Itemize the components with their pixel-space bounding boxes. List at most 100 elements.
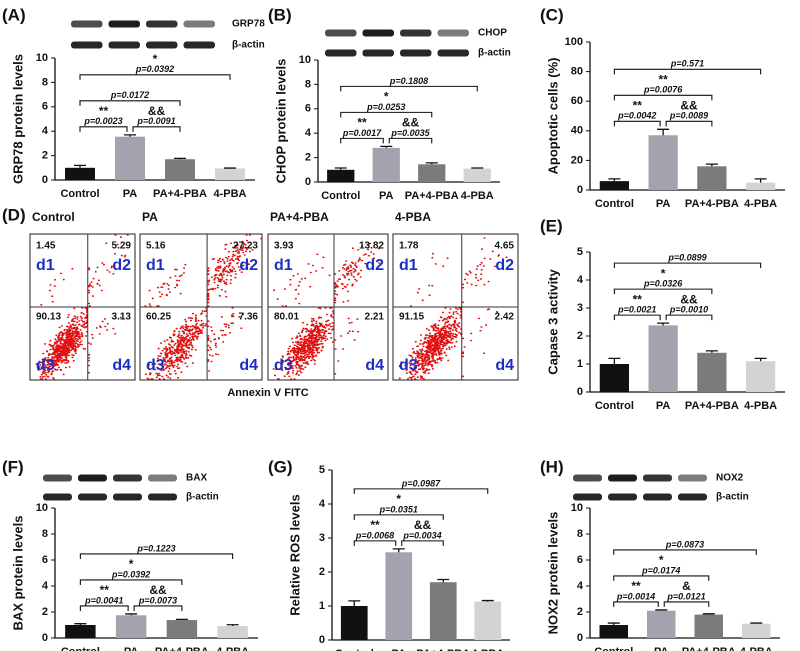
y-tick-label: 3 (319, 532, 325, 544)
blot-band (678, 474, 707, 482)
y-tick-label: 10 (571, 502, 583, 514)
y-tick-label: 4 (577, 580, 584, 592)
event-dots (207, 307, 245, 372)
quadrant-value: 3.93 (274, 241, 294, 252)
bar (647, 610, 676, 638)
blot-band (362, 29, 394, 37)
blot-label: BAX (186, 473, 207, 484)
bar (327, 169, 355, 182)
y-axis-label: Apoptotic cells (%) (545, 57, 560, 174)
quadrant-name: d1 (274, 257, 293, 274)
significance-bracket (353, 540, 397, 546)
bar (385, 552, 413, 640)
y-tick-label: 6 (305, 103, 311, 115)
error-bar (425, 162, 438, 165)
quadrant-name: d4 (495, 357, 514, 374)
blot-band (146, 41, 178, 49)
p-value-label: p=0.0089 (669, 111, 708, 121)
y-tick-label: 3 (577, 302, 583, 314)
quadrant-name: d3 (36, 357, 55, 374)
event-dots (88, 316, 122, 374)
blot-band (362, 49, 394, 57)
significance-bracket (663, 601, 710, 607)
error-bar (705, 163, 718, 167)
bar (372, 147, 400, 182)
p-value-label: p=0.0068 (355, 530, 394, 540)
x-tick-label: Control (595, 198, 634, 210)
blot-band (325, 49, 357, 57)
blot-band (643, 493, 672, 501)
quadrant-name: d2 (112, 257, 131, 274)
y-tick-label: 4 (42, 125, 49, 137)
p-value-label: p=0.0121 (666, 591, 705, 601)
blot-band (43, 474, 72, 482)
p-value-label: p=0.0010 (669, 304, 708, 314)
error-bar (174, 157, 186, 160)
blot-band (71, 41, 103, 49)
blot-label: β-actin (716, 492, 749, 503)
significance-marker: * (659, 553, 664, 567)
event-dots (144, 307, 208, 380)
error-bar (608, 178, 621, 182)
bar (648, 325, 678, 392)
y-tick-label: 4 (319, 498, 326, 510)
blot-band (113, 493, 142, 501)
event-dots (409, 252, 449, 307)
p-value-label: p=0.0899 (667, 252, 706, 262)
x-tick-label: PA+4-PBA (405, 190, 459, 202)
blot-band (325, 29, 357, 37)
y-axis-label: NOX2 protein levels (545, 512, 560, 635)
error-bar (437, 578, 450, 583)
quadrant-name: d1 (146, 257, 165, 274)
y-tick-label: 0 (577, 386, 583, 398)
significance-bracket (353, 514, 444, 520)
quadrant-name: d4 (365, 357, 384, 374)
quadrant-name: d4 (112, 357, 131, 374)
significance-bracket (79, 126, 128, 132)
blot-band (78, 493, 107, 501)
bar (115, 615, 147, 638)
x-tick-label: PA+4-PBA (685, 198, 739, 210)
quadrant-name: d1 (36, 257, 55, 274)
panel-label: (D) (2, 205, 26, 224)
error-bar (334, 167, 347, 170)
significance-marker: ** (658, 72, 668, 86)
y-tick-label: 4 (305, 127, 312, 139)
quadrant-value: 27.23 (233, 241, 258, 252)
quadrant-value: 5.16 (146, 241, 166, 252)
significance-bracket (613, 314, 661, 321)
quadrant-name: d4 (239, 357, 258, 374)
x-tick-label: 4-PBA (744, 400, 777, 412)
x-tick-label: 4-PBA (744, 198, 777, 210)
significance-bracket (665, 120, 713, 127)
event-dots (462, 308, 499, 378)
p-value-label: p=0.0073 (138, 595, 177, 605)
blot-label: CHOP (478, 28, 507, 39)
significance-bracket (353, 488, 489, 494)
p-value-label: p=0.0873 (665, 539, 704, 549)
x-tick-label: PA+4-PBA (155, 646, 209, 651)
quadrant-value: 2.21 (365, 312, 385, 323)
y-tick-label: 8 (42, 528, 48, 540)
significance-bracket (613, 549, 757, 555)
x-tick-label: PA+4-PBA (685, 400, 739, 412)
y-tick-label: 0 (577, 632, 583, 644)
x-tick-label: PA+4-PBA (416, 648, 470, 651)
quadrant-value: 13.82 (359, 241, 384, 252)
x-tick-label: PA (123, 188, 138, 200)
significance-bracket (613, 120, 661, 127)
bar (418, 164, 446, 182)
quadrant-value: 1.45 (36, 241, 56, 252)
quadrant-name: d2 (239, 257, 258, 274)
p-value-label: p=0.0174 (641, 565, 680, 575)
event-dots (40, 268, 74, 306)
error-bar (702, 613, 715, 615)
panel-label: (F) (2, 457, 24, 476)
significance-bracket (79, 605, 129, 611)
x-tick-label: 4-PBA (216, 646, 249, 651)
error-bar (124, 134, 136, 137)
error-bar (607, 622, 620, 625)
y-tick-label: 20 (571, 154, 583, 166)
significance-marker: && (149, 583, 167, 597)
significance-bracket (388, 137, 433, 144)
